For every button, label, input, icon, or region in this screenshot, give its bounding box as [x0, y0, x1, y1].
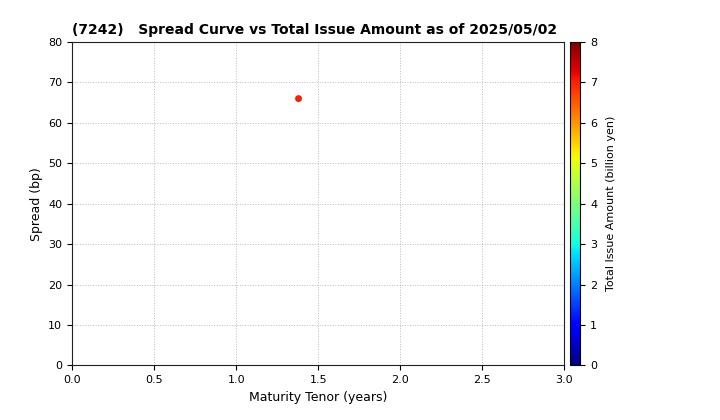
Point	[293, 95, 305, 102]
Text: (7242)   Spread Curve vs Total Issue Amount as of 2025/05/02: (7242) Spread Curve vs Total Issue Amoun…	[72, 23, 557, 37]
Y-axis label: Spread (bp): Spread (bp)	[30, 167, 42, 241]
Y-axis label: Total Issue Amount (billion yen): Total Issue Amount (billion yen)	[606, 116, 616, 291]
X-axis label: Maturity Tenor (years): Maturity Tenor (years)	[249, 391, 387, 404]
